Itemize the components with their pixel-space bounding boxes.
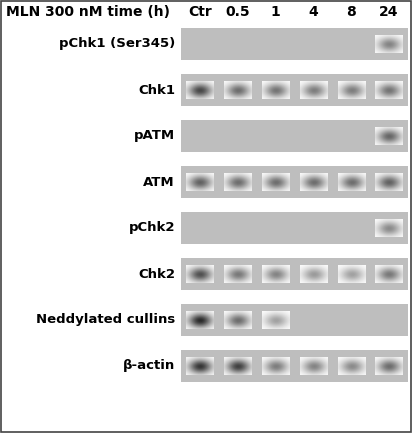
Bar: [181, 74, 408, 106]
Text: 24: 24: [379, 5, 399, 19]
Text: MLN 300 nM time (h): MLN 300 nM time (h): [6, 5, 170, 19]
Text: pATM: pATM: [134, 129, 175, 142]
Text: 0.5: 0.5: [225, 5, 250, 19]
Text: Chk2: Chk2: [138, 268, 175, 281]
Bar: [181, 120, 408, 152]
Text: pChk2: pChk2: [129, 222, 175, 235]
Text: Chk1: Chk1: [138, 84, 175, 97]
Bar: [181, 304, 408, 336]
Text: Ctr: Ctr: [188, 5, 212, 19]
Text: 4: 4: [309, 5, 318, 19]
Bar: [181, 350, 408, 382]
Text: β-actin: β-actin: [123, 359, 175, 372]
Text: Neddylated cullins: Neddylated cullins: [36, 313, 175, 326]
Text: 1: 1: [271, 5, 281, 19]
Text: pChk1 (Ser345): pChk1 (Ser345): [59, 38, 175, 51]
Text: ATM: ATM: [143, 175, 175, 188]
Bar: [181, 28, 408, 60]
Text: 8: 8: [346, 5, 356, 19]
Bar: [181, 166, 408, 198]
Bar: [181, 258, 408, 290]
Bar: [181, 212, 408, 244]
